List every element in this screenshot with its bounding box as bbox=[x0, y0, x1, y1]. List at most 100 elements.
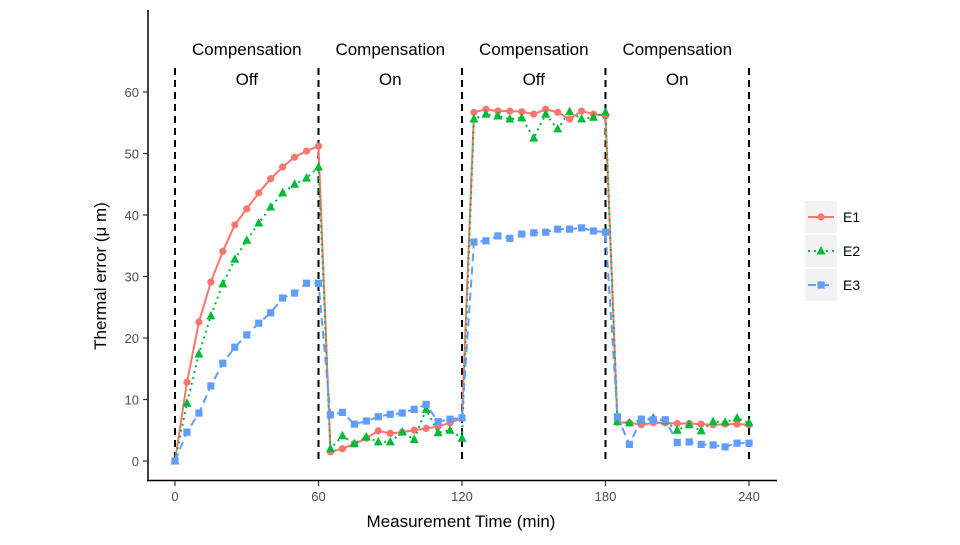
data-point-e3 bbox=[362, 417, 370, 425]
y-tick-label: 50 bbox=[125, 147, 139, 162]
data-point-e3 bbox=[243, 331, 251, 339]
phase-annotations: Compensation Off Compensation On Compensatio… bbox=[174, 40, 750, 462]
data-point-e3 bbox=[470, 238, 478, 246]
data-point-e2 bbox=[541, 109, 551, 118]
data-point-e3 bbox=[279, 294, 287, 302]
data-point-e3 bbox=[374, 413, 382, 421]
data-point-e1 bbox=[255, 189, 263, 197]
data-point-e2 bbox=[445, 425, 455, 434]
data-point-e2 bbox=[325, 443, 335, 453]
legend-key-marker bbox=[816, 246, 826, 255]
legend-key-marker bbox=[817, 213, 825, 221]
legend-label: E2 bbox=[843, 243, 860, 259]
data-point-e2 bbox=[624, 417, 634, 427]
x-tick-label: 180 bbox=[595, 489, 617, 504]
y-axis-label: Thermal error (μ m) bbox=[91, 202, 110, 350]
data-point-e3 bbox=[326, 411, 335, 419]
data-point-e2 bbox=[517, 112, 527, 122]
data-point-e2 bbox=[684, 419, 694, 429]
data-point-e2 bbox=[577, 114, 587, 123]
legend-label: E3 bbox=[843, 277, 860, 293]
data-point-e1 bbox=[267, 175, 275, 183]
data-point-e3 bbox=[398, 409, 406, 417]
data-point-e3 bbox=[721, 443, 729, 451]
data-point-e3 bbox=[661, 416, 669, 424]
phase-label-title: Compensation bbox=[335, 40, 445, 59]
data-point-e1 bbox=[518, 108, 526, 116]
data-point-e2 bbox=[278, 187, 288, 197]
data-point-e1 bbox=[733, 420, 741, 428]
legend-key-marker bbox=[817, 281, 825, 289]
data-point-e3 bbox=[733, 439, 741, 447]
data-point-e2 bbox=[266, 202, 276, 211]
data-point-e2 bbox=[314, 162, 323, 171]
data-point-e1 bbox=[422, 424, 430, 433]
data-point-e3 bbox=[542, 228, 550, 236]
data-point-e2 bbox=[373, 436, 383, 446]
x-tick-label: 120 bbox=[451, 489, 473, 504]
data-point-e3 bbox=[601, 228, 610, 236]
data-point-e3 bbox=[386, 410, 394, 418]
data-point-e3 bbox=[506, 234, 514, 242]
data-point-e1 bbox=[243, 205, 251, 213]
data-point-e2 bbox=[720, 417, 730, 426]
data-point-e3 bbox=[637, 415, 645, 423]
phase-label-state: On bbox=[379, 70, 402, 89]
data-point-e2 bbox=[397, 427, 407, 436]
data-point-e3 bbox=[195, 409, 203, 417]
data-point-e2 bbox=[337, 430, 347, 440]
data-point-e1 bbox=[338, 445, 347, 453]
data-point-e1 bbox=[207, 278, 215, 286]
data-point-e3 bbox=[446, 415, 454, 423]
data-point-e1 bbox=[302, 147, 311, 155]
data-point-e3 bbox=[207, 382, 215, 390]
data-point-e2 bbox=[505, 114, 515, 123]
data-point-e3 bbox=[673, 438, 681, 447]
data-point-e1 bbox=[386, 429, 394, 437]
data-point-e3 bbox=[518, 230, 526, 238]
data-point-e2 bbox=[433, 427, 443, 437]
data-point-e3 bbox=[410, 405, 418, 413]
y-tick-label: 10 bbox=[125, 393, 139, 408]
data-point-e3 bbox=[290, 289, 299, 297]
data-point-e1 bbox=[530, 110, 538, 118]
y-axis-ticks: 0 10 20 30 40 50 60 bbox=[125, 85, 148, 469]
data-point-e2 bbox=[696, 425, 706, 435]
phase-label-title: Compensation bbox=[479, 40, 589, 59]
y-tick-label: 40 bbox=[125, 208, 139, 223]
phase-label-state: Off bbox=[523, 70, 546, 89]
x-tick-label: 240 bbox=[738, 489, 760, 504]
data-point-e3 bbox=[255, 319, 263, 327]
data-point-e3 bbox=[577, 224, 586, 232]
data-point-e2 bbox=[744, 417, 754, 427]
data-point-e3 bbox=[219, 359, 227, 367]
data-point-e3 bbox=[338, 408, 347, 417]
phase-label-title: Compensation bbox=[192, 40, 302, 59]
data-point-e3 bbox=[625, 440, 634, 448]
data-point-e3 bbox=[314, 279, 323, 287]
y-tick-label: 0 bbox=[132, 454, 139, 469]
data-point-e3 bbox=[709, 441, 717, 449]
y-tick-label: 20 bbox=[125, 331, 139, 346]
phase-label-state: On bbox=[666, 70, 689, 89]
data-point-e2 bbox=[230, 254, 240, 263]
data-point-e3 bbox=[267, 309, 275, 317]
x-tick-label: 0 bbox=[171, 489, 178, 504]
x-axis-label: Measurement Time (min) bbox=[367, 512, 556, 531]
data-point-e1 bbox=[577, 107, 586, 115]
data-point-e2 bbox=[361, 432, 371, 441]
legend: E1 E2 E3 bbox=[805, 201, 860, 301]
data-point-e3 bbox=[589, 227, 598, 235]
data-point-e1 bbox=[506, 107, 514, 115]
data-point-e2 bbox=[457, 433, 467, 442]
data-point-e2 bbox=[553, 123, 563, 133]
data-point-e3 bbox=[697, 440, 705, 448]
data-point-e2 bbox=[206, 310, 216, 320]
data-point-e2 bbox=[565, 106, 575, 116]
data-point-e2 bbox=[529, 133, 539, 142]
phase-label-title: Compensation bbox=[622, 40, 732, 59]
data-point-e1 bbox=[195, 318, 203, 326]
data-point-e3 bbox=[422, 400, 430, 409]
data-point-e1 bbox=[290, 153, 299, 161]
data-point-e3 bbox=[482, 237, 490, 245]
